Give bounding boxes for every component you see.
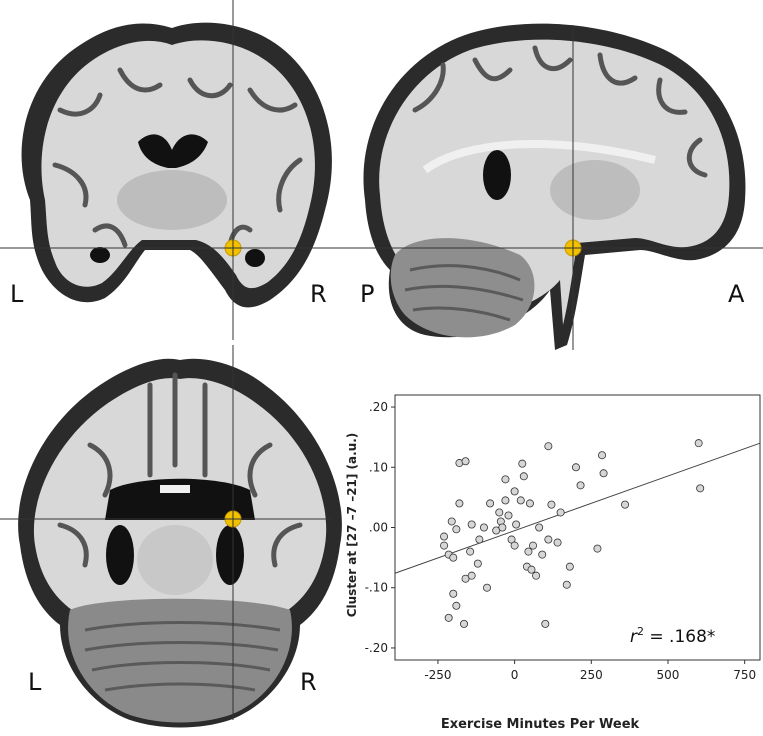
coronal-dark-spot-right: [245, 249, 265, 267]
data-point: [444, 613, 453, 622]
regression-line: [394, 442, 761, 574]
sagittal-brain-slice: [355, 23, 763, 350]
r-squared-annotation: r2 = .168*: [630, 625, 715, 647]
axial-dark-right: [216, 525, 244, 585]
data-point: [524, 547, 533, 556]
data-point: [593, 544, 602, 553]
data-point: [461, 457, 470, 466]
data-point: [475, 535, 484, 544]
r-superscript: 2: [637, 625, 644, 638]
data-point: [571, 463, 580, 472]
data-point: [599, 469, 608, 478]
coronal-brain-slice: [0, 0, 360, 340]
data-point: [501, 496, 510, 505]
sagittal-cerebellum-folia: [404, 264, 524, 322]
data-point: [535, 523, 544, 532]
data-point: [565, 562, 574, 571]
axial-dark-left: [106, 525, 134, 585]
x-tick-label: 750: [733, 668, 756, 682]
coronal-left-label: L: [10, 280, 24, 308]
r-symbol: r: [630, 627, 638, 647]
sagittal-ventricle: [483, 150, 511, 200]
data-point: [527, 565, 536, 574]
y-tick-label: .20: [369, 400, 388, 414]
axial-right-label: R: [300, 668, 317, 696]
data-point: [460, 619, 469, 628]
axial-midline-structure: [160, 485, 190, 493]
data-point: [512, 520, 521, 529]
data-point: [467, 571, 476, 580]
data-point: [449, 589, 458, 598]
data-point: [518, 459, 527, 468]
y-tick-label: .00: [369, 521, 388, 535]
data-point: [562, 580, 571, 589]
data-point: [544, 442, 553, 451]
data-point: [510, 541, 519, 550]
coronal-ventricles: [138, 134, 208, 168]
sagittal-left-label: P: [360, 280, 375, 308]
coronal-deep-nuclei: [117, 170, 227, 230]
data-point: [696, 484, 705, 493]
sagittal-gyri: [412, 45, 708, 178]
x-tick-label: 250: [580, 668, 603, 682]
data-point: [449, 553, 458, 562]
data-point: [553, 538, 562, 547]
data-point: [467, 520, 476, 529]
data-point: [541, 619, 550, 628]
coronal-gyri: [52, 67, 303, 249]
sagittal-corpus-callosum: [422, 139, 656, 174]
axial-cerebellum: [68, 598, 292, 723]
data-point: [510, 487, 519, 496]
x-axis-label: Exercise Minutes Per Week: [441, 717, 640, 732]
data-point: [495, 508, 504, 517]
x-tick-label: -250: [424, 668, 451, 682]
data-point: [498, 523, 507, 532]
data-point: [621, 500, 630, 509]
data-point: [447, 517, 456, 526]
data-point: [501, 475, 510, 484]
data-point: [466, 547, 475, 556]
data-point: [598, 451, 607, 460]
data-point: [486, 499, 495, 508]
axial-left-label: L: [28, 668, 42, 696]
data-point: [547, 500, 556, 509]
axial-gyri: [57, 372, 303, 568]
sagittal-thalamus: [550, 160, 640, 220]
data-point: [576, 481, 585, 490]
data-point: [538, 550, 547, 559]
y-axis-label: Cluster at [27 –7 –21] (a.u.): [345, 433, 359, 618]
axial-brainstem: [137, 525, 213, 595]
data-point: [452, 601, 461, 610]
coronal-dark-spot-left: [90, 247, 110, 263]
axial-cerebellum-folia: [84, 621, 281, 692]
y-tick-label: -.10: [365, 581, 388, 595]
data-point: [529, 541, 538, 550]
coronal-right-label: R: [310, 280, 327, 308]
r-value: = .168*: [644, 627, 715, 647]
data-point: [516, 496, 525, 505]
data-point: [455, 499, 464, 508]
data-point: [440, 532, 449, 541]
data-point: [556, 508, 565, 517]
data-point: [694, 439, 703, 448]
data-point: [483, 583, 492, 592]
data-point: [532, 571, 541, 580]
data-point: [519, 472, 528, 481]
data-point: [440, 541, 449, 550]
scatter-plot: .20 .10 .00 -.10 -.20 -250 0 250 500 750 Exercis…: [345, 394, 761, 732]
axial-ventricles: [105, 478, 255, 520]
y-tick-label: .10: [369, 460, 388, 474]
data-point: [525, 499, 534, 508]
data-point: [504, 511, 513, 520]
data-point: [544, 535, 553, 544]
data-point: [452, 525, 461, 534]
sagittal-right-label: A: [728, 280, 745, 308]
x-tick-label: 0: [511, 668, 519, 682]
x-tick-label: 500: [657, 668, 680, 682]
axial-brain-slice: [0, 345, 342, 728]
data-point: [473, 559, 482, 568]
data-point: [479, 523, 488, 532]
y-tick-label: -.20: [365, 641, 388, 655]
